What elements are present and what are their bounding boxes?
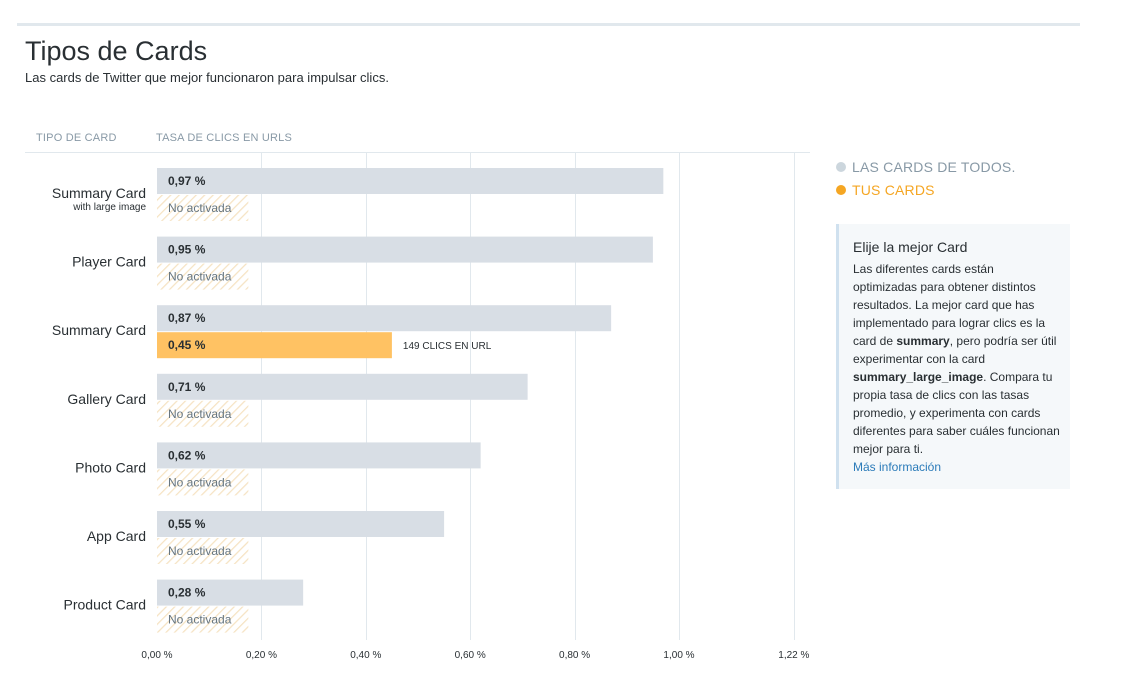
- legend-dot-yours-icon: [836, 185, 846, 195]
- bar-label-all-cards: 0,97 %: [168, 174, 206, 188]
- clicks-annotation: 149 CLICS EN URL: [403, 341, 492, 352]
- bar-not-activated: [157, 469, 249, 496]
- category-label: Gallery Card: [67, 391, 146, 407]
- bar-all-cards: [157, 373, 528, 400]
- x-tick-label: 0,80 %: [559, 650, 590, 661]
- bar-label-all-cards: 0,87 %: [168, 311, 206, 325]
- info-body: Las diferentes cards están optimizadas p…: [853, 260, 1060, 458]
- info-bold-summary-large-image: summary_large_image: [853, 370, 984, 384]
- bar-label-not-activated: No activada: [168, 613, 232, 627]
- info-text-3: . Compara tu propia tasa de clics con la…: [853, 370, 1060, 456]
- info-bold-summary: summary: [896, 334, 950, 348]
- bar-label-all-cards: 0,95 %: [168, 243, 206, 257]
- bar-label-all-cards: 0,28 %: [168, 586, 206, 600]
- bar-label-not-activated: No activada: [168, 407, 232, 421]
- category-label: Player Card: [72, 254, 146, 270]
- info-box: Elije la mejor Card Las diferentes cards…: [836, 224, 1070, 489]
- category-label: Product Card: [64, 597, 146, 613]
- bar-label-not-activated: No activada: [168, 544, 232, 558]
- bar-label-all-cards: 0,55 %: [168, 517, 206, 531]
- legend-item-your-cards[interactable]: TUS CARDS: [836, 182, 935, 198]
- legend-dot-all-icon: [836, 162, 846, 172]
- x-tick-label: 1,00 %: [663, 650, 694, 661]
- legend-label-all: LAS CARDS DE TODOS.: [852, 159, 1016, 175]
- legend-label-yours: TUS CARDS: [852, 182, 935, 198]
- bar-not-activated: [157, 400, 249, 427]
- category-sublabel: with large image: [72, 202, 146, 213]
- info-text-2: , pero podría ser útil experimentar con …: [853, 334, 1057, 366]
- top-rule: [17, 23, 1080, 26]
- bar-label-not-activated: No activada: [168, 475, 232, 489]
- page-subtitle: Las cards de Twitter que mejor funcionar…: [25, 70, 389, 85]
- x-tick-label: 0,20 %: [246, 650, 277, 661]
- bar-all-cards: [157, 579, 304, 606]
- category-label: Photo Card: [75, 459, 146, 475]
- bar-not-activated: [157, 195, 249, 221]
- bar-label-not-activated: No activada: [168, 201, 232, 215]
- bar-not-activated: [157, 263, 249, 290]
- bar-all-cards: [157, 442, 481, 469]
- bar-all-cards: [157, 236, 653, 263]
- page-title: Tipos de Cards: [25, 36, 208, 66]
- legend-item-all-cards[interactable]: LAS CARDS DE TODOS.: [836, 159, 1016, 175]
- more-info-link[interactable]: Más información: [853, 460, 942, 474]
- category-label: App Card: [87, 528, 146, 544]
- bar-label-all-cards: 0,71 %: [168, 380, 206, 394]
- bar-not-activated: [157, 538, 249, 564]
- info-text-1: Las diferentes cards están optimizadas p…: [853, 262, 1046, 348]
- column-header-card-type: TIPO DE CARD: [36, 132, 117, 144]
- info-title: Elije la mejor Card: [853, 239, 968, 255]
- x-tick-label: 0,40 %: [350, 650, 381, 661]
- x-tick-label: 0,60 %: [455, 650, 486, 661]
- bar-all-cards: [157, 168, 664, 194]
- x-tick-label: 0,00 %: [141, 650, 172, 661]
- category-label: Summary Card: [52, 322, 146, 338]
- bar-label-all-cards: 0,62 %: [168, 448, 206, 462]
- bar-label-your-cards: 0,45 %: [168, 338, 206, 352]
- bar-all-cards: [157, 305, 612, 332]
- header-rule: [25, 152, 810, 153]
- bar-not-activated: [157, 606, 249, 633]
- bar-label-not-activated: No activada: [168, 270, 232, 284]
- x-tick-label: 1,22 %: [778, 650, 809, 661]
- column-header-ctr: TASA DE CLICS EN URLS: [156, 132, 293, 144]
- bar-your-cards: [157, 332, 392, 359]
- bar-all-cards: [157, 511, 445, 537]
- category-label: Summary Card: [52, 185, 146, 201]
